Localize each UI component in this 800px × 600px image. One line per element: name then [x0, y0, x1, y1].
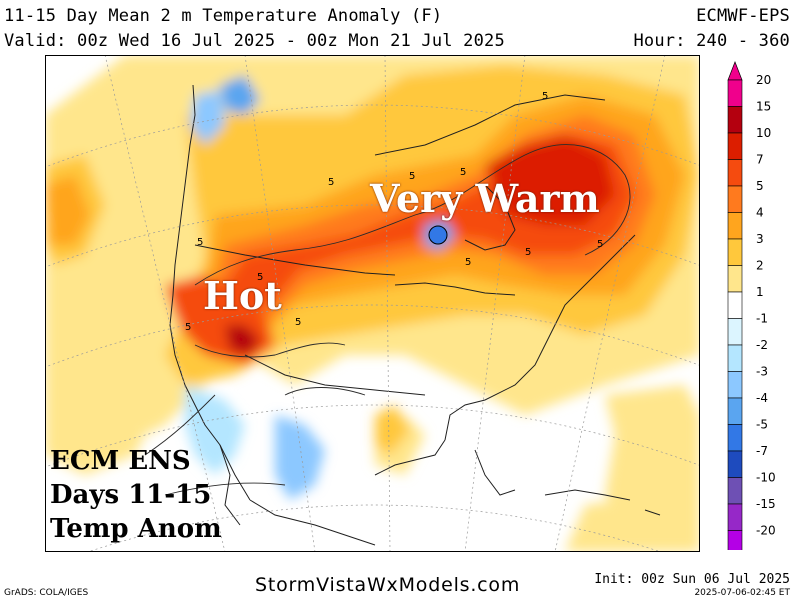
- legend-swatch: [727, 212, 743, 240]
- legend-swatch: [727, 159, 743, 187]
- legend-swatch: [727, 291, 743, 319]
- legend-tick-label: -15: [756, 497, 776, 511]
- legend-tick-label: -7: [756, 444, 768, 458]
- contour-label: 5: [328, 177, 334, 188]
- contours: [144, 144, 631, 496]
- init-time: Init: 00z Sun 06 Jul 2025: [594, 572, 790, 587]
- coastlines: [169, 84, 661, 546]
- legend-swatch: [727, 106, 743, 134]
- contour-label: 5: [525, 247, 531, 258]
- legend-tick-label: 3: [756, 232, 764, 246]
- legend-swatch: [727, 132, 743, 160]
- valid-period: Valid: 00z Wed 16 Jul 2025 - 00z Mon 21 …: [4, 31, 505, 51]
- very-warm-label: Very Warm: [370, 176, 600, 221]
- contour-label: 5: [185, 322, 191, 333]
- graticule: [45, 55, 700, 552]
- legend-swatch: [727, 371, 743, 399]
- legend-tick-label: 4: [756, 206, 764, 220]
- legend-tick-label: -3: [756, 365, 768, 379]
- contour-label: 5: [409, 171, 415, 182]
- hot-label: Hot: [203, 273, 282, 318]
- map-title: 11-15 Day Mean 2 m Temperature Anomaly (…: [4, 6, 443, 26]
- legend-swatch: [727, 477, 743, 505]
- legend-tick-label: 1: [756, 285, 764, 299]
- legend-tick-label: -2: [756, 338, 768, 352]
- legend-tick-label: 5: [756, 179, 764, 193]
- brand-name: StormVistaWxModels.com: [255, 574, 521, 596]
- ecm-line-3: Temp Anom: [50, 514, 222, 544]
- anomaly-map: 5 5 5 5 5 5 5 5 5 5 5: [45, 55, 700, 552]
- grads-credit: GrADS: COLA/IGES: [4, 588, 89, 598]
- model-name: ECMWF-EPS: [696, 6, 790, 26]
- legend-tick-label: 10: [756, 126, 771, 140]
- render-timestamp: 2025-07-06-02:45 ET: [694, 588, 790, 598]
- contour-label: 5: [257, 272, 263, 283]
- contour-label: 5: [542, 91, 548, 102]
- legend-tick-label: 15: [756, 100, 771, 114]
- contour-label: 5: [197, 237, 203, 248]
- legend-swatch: [727, 344, 743, 372]
- contour-label: 5: [460, 167, 466, 178]
- legend-swatch: [727, 424, 743, 452]
- legend-swatch: [727, 79, 743, 107]
- legend-swatch: [727, 503, 743, 531]
- ecm-line-1: ECM ENS: [50, 446, 191, 476]
- legend-swatch: [727, 185, 743, 213]
- legend-tick-label: -10: [756, 471, 776, 485]
- contour-label: 5: [465, 257, 471, 268]
- legend-tick-label: -5: [756, 418, 768, 432]
- anomaly-shading: [45, 55, 700, 552]
- forecast-hours: Hour: 240 - 360: [633, 31, 790, 51]
- legend-tick-label: 2: [756, 259, 764, 273]
- color-legend: 20 15 10 7 5 4 3 2 1 -1 -2 -3 -4 -5 -7 -10 -15 -20: [727, 61, 776, 550]
- legend-tick-label: -4: [756, 391, 768, 405]
- contour-label: 5: [597, 239, 603, 250]
- map-frame: [45, 55, 700, 552]
- ecm-line-2: Days 11-15: [50, 480, 212, 510]
- legend-swatch: [727, 265, 743, 293]
- legend-swatch: [727, 530, 743, 550]
- legend-swatch: [727, 450, 743, 478]
- legend-top-arrow: [727, 61, 743, 81]
- legend-swatch: [727, 238, 743, 266]
- legend-swatch: [727, 397, 743, 425]
- cold-spot-marker: [428, 225, 448, 245]
- legend-swatch: [727, 318, 743, 346]
- legend-tick-label: -1: [756, 312, 768, 326]
- contour-label: 5: [295, 317, 301, 328]
- contour-label-group: 5 5 5 5 5 5 5 5 5 5 5: [185, 91, 603, 333]
- legend-tick-label: 7: [756, 153, 764, 167]
- legend-tick-label: 20: [756, 73, 771, 87]
- legend-tick-label: -20: [756, 524, 776, 538]
